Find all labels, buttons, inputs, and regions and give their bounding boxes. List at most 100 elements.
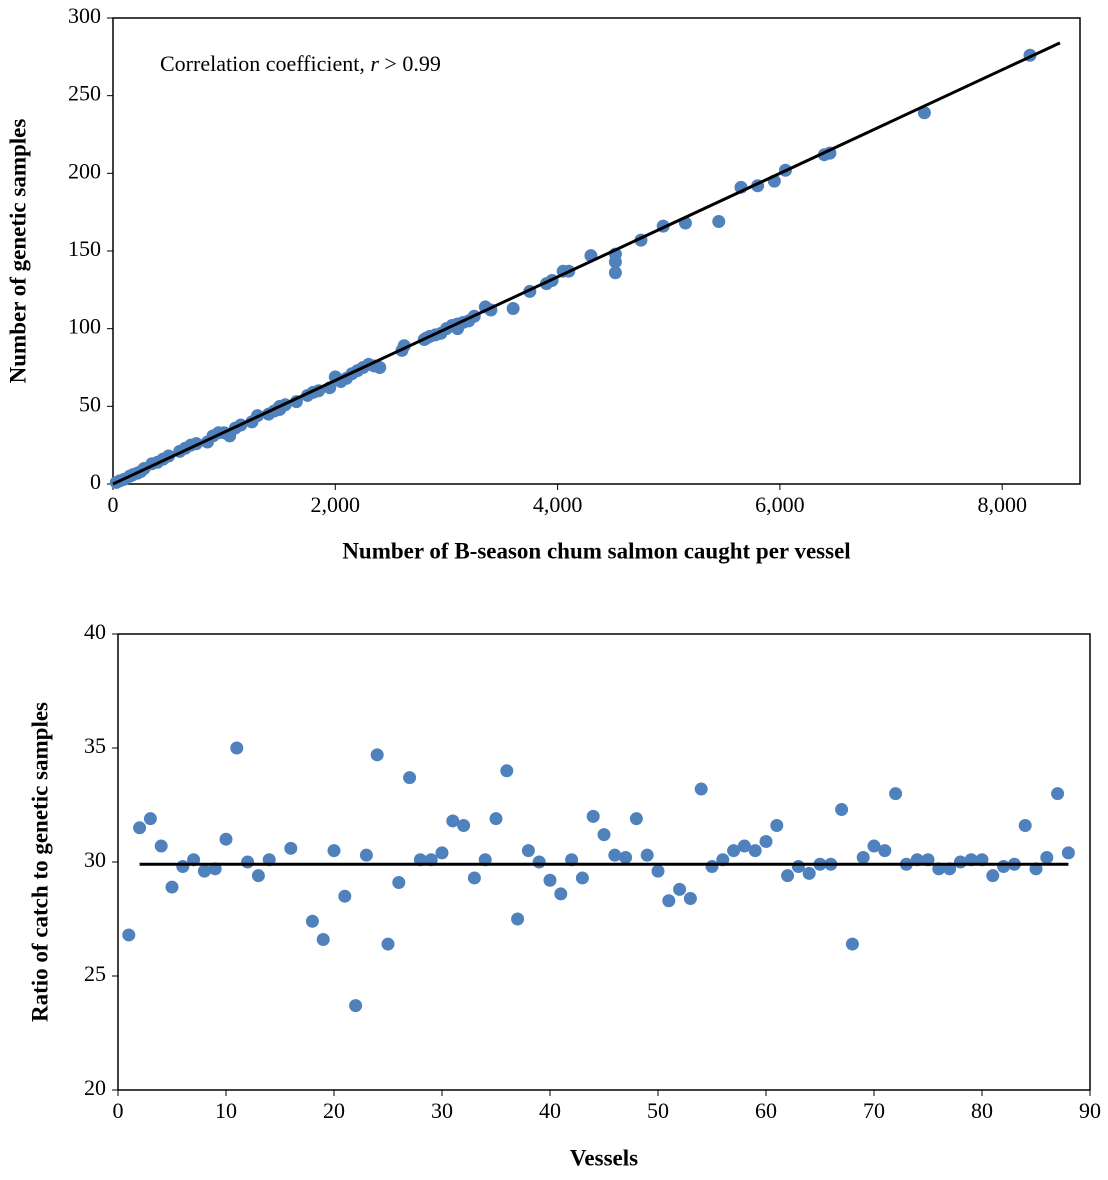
x-tick-label: 90	[1079, 1098, 1101, 1123]
y-tick-label: 250	[68, 81, 101, 106]
point	[705, 860, 719, 874]
y-tick-label: 30	[84, 847, 106, 872]
point	[608, 255, 622, 269]
point	[759, 834, 773, 848]
x-tick-label: 6,000	[755, 492, 805, 517]
point	[1040, 850, 1054, 864]
x-tick-label: 8,000	[977, 492, 1027, 517]
point	[1051, 787, 1065, 801]
point	[500, 764, 514, 778]
point	[554, 887, 568, 901]
y-tick-label: 0	[90, 469, 101, 494]
point	[694, 782, 708, 796]
point	[143, 812, 157, 826]
y-tick-label: 35	[84, 733, 106, 758]
point	[662, 894, 676, 908]
point	[251, 869, 265, 883]
point	[986, 869, 1000, 883]
point	[802, 866, 816, 880]
point	[381, 937, 395, 951]
x-tick-label: 0	[113, 1098, 124, 1123]
point	[953, 855, 967, 869]
y-tick-label: 150	[68, 236, 101, 261]
point	[608, 848, 622, 862]
point	[511, 912, 525, 926]
point	[997, 860, 1011, 874]
point	[241, 855, 255, 869]
x-tick-label: 60	[755, 1098, 777, 1123]
x-tick-label: 4,000	[533, 492, 583, 517]
point	[373, 361, 387, 374]
point	[791, 860, 805, 874]
point	[878, 844, 892, 858]
point	[889, 787, 903, 801]
point	[673, 882, 687, 896]
y-tick-label: 50	[79, 391, 101, 416]
point	[1018, 819, 1032, 833]
x-tick-label: 0	[108, 492, 119, 517]
point	[165, 880, 179, 894]
point	[737, 839, 751, 853]
point	[856, 850, 870, 864]
annotation: Correlation coefficient, r > 0.99	[160, 51, 441, 76]
point	[197, 864, 211, 878]
point	[370, 748, 384, 762]
point	[457, 819, 471, 833]
point	[284, 841, 298, 855]
x-tick-label: 30	[431, 1098, 453, 1123]
point	[770, 819, 784, 833]
x-tick-label: 2,000	[311, 492, 361, 517]
point	[506, 301, 520, 315]
annotation-text: Correlation coefficient,	[160, 51, 370, 76]
y-tick-label: 300	[68, 3, 101, 28]
trend-line	[112, 41, 1061, 486]
point	[845, 937, 859, 951]
point	[619, 850, 633, 864]
point	[327, 844, 341, 858]
point	[727, 844, 741, 858]
point	[712, 214, 726, 228]
point	[575, 871, 589, 885]
point	[867, 839, 881, 853]
point	[629, 812, 643, 826]
point	[748, 844, 762, 858]
x-tick-label: 80	[971, 1098, 993, 1123]
point	[489, 812, 503, 826]
x-axis-title: Number of B-season chum salmon caught pe…	[342, 538, 850, 563]
point	[403, 771, 417, 785]
point	[608, 266, 622, 280]
point	[338, 889, 352, 903]
point	[640, 848, 654, 862]
y-axis-title: Number of genetic samples	[5, 119, 30, 384]
point	[543, 873, 557, 887]
annotation-symbol: r	[370, 51, 379, 76]
point	[683, 891, 697, 905]
point	[305, 914, 319, 928]
y-axis-title: Ratio of catch to genetic samples	[27, 702, 52, 1022]
point	[521, 844, 535, 858]
annotation-text: > 0.99	[379, 51, 441, 76]
x-tick-label: 20	[323, 1098, 345, 1123]
point	[359, 848, 373, 862]
y-tick-label: 20	[84, 1075, 106, 1100]
point	[122, 928, 136, 942]
point	[597, 828, 611, 842]
point	[154, 839, 168, 853]
point	[1061, 846, 1075, 860]
point	[446, 814, 460, 828]
point	[835, 803, 849, 817]
point	[392, 876, 406, 890]
point	[133, 821, 147, 835]
y-tick-label: 200	[68, 158, 101, 183]
x-axis-title: Vessels	[570, 1145, 638, 1170]
point	[917, 106, 931, 120]
point	[467, 871, 481, 885]
point	[651, 864, 665, 878]
y-tick-label: 100	[68, 314, 101, 339]
point	[586, 809, 600, 823]
x-tick-label: 40	[539, 1098, 561, 1123]
point	[316, 933, 330, 947]
point	[781, 869, 795, 883]
